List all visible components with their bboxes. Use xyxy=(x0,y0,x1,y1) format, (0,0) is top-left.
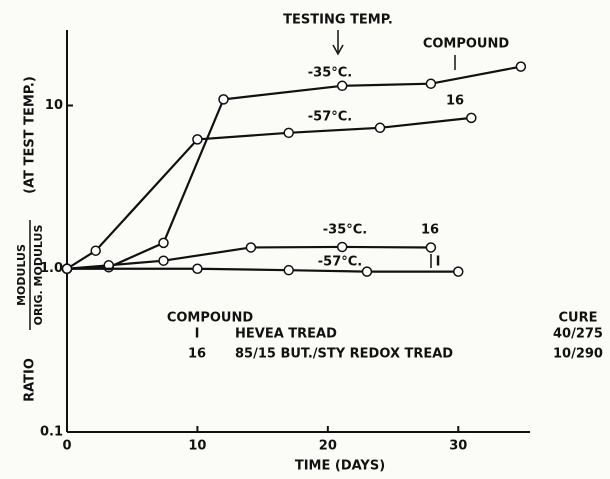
point xyxy=(192,263,203,274)
annotation: 16 xyxy=(446,94,464,109)
x-tick-label: 30 xyxy=(449,439,467,454)
x-tick-label: 20 xyxy=(319,439,337,454)
y-tick-label: 1.0 xyxy=(40,261,63,276)
table-cell: 85/15 BUT./STY REDOX TREAD xyxy=(235,347,453,362)
annotation: -35°C. xyxy=(308,66,352,81)
line xyxy=(66,245,431,270)
y-label-prefix: RATIO xyxy=(23,358,38,402)
table-cell: 40/275 xyxy=(553,327,603,342)
y-axis-label: RATIO MODULUS ORIG. MODULUS (AT TEST TEM… xyxy=(15,76,45,402)
point xyxy=(336,80,348,92)
point xyxy=(158,255,169,266)
table-cell: HEVEA TREAD xyxy=(235,327,337,342)
point xyxy=(515,61,527,72)
point xyxy=(218,94,229,105)
line xyxy=(67,267,459,273)
point xyxy=(425,78,437,89)
point xyxy=(374,122,386,134)
point xyxy=(336,241,348,253)
point xyxy=(61,263,73,274)
annotation: -35°C. xyxy=(323,223,367,238)
y-label-denominator: ORIG. MODULUS xyxy=(32,225,45,326)
table-cell: 16 xyxy=(188,347,206,362)
y-tick-label: 0.1 xyxy=(40,425,63,440)
x-tick-label: 0 xyxy=(62,439,71,454)
annotation: -57°C. xyxy=(308,110,352,125)
table-header: CURE xyxy=(559,311,598,326)
arrow-head xyxy=(332,44,344,56)
y-label-suffix: (AT TEST TEMP.) xyxy=(23,76,38,194)
point xyxy=(158,237,169,249)
annotation: COMPOUND xyxy=(423,37,510,52)
table-header: COMPOUND xyxy=(167,311,254,326)
x-tick-label: 10 xyxy=(188,439,206,454)
point xyxy=(466,112,477,124)
point xyxy=(425,242,437,253)
y-tick-label: 10 xyxy=(45,98,63,113)
point xyxy=(453,266,464,277)
line xyxy=(66,116,472,270)
y-label-numerator: MODULUS xyxy=(15,244,28,306)
point xyxy=(283,127,294,139)
annotation: -57°C. xyxy=(318,255,362,270)
point xyxy=(361,266,373,277)
table-cell: I xyxy=(195,327,200,342)
point xyxy=(90,245,101,256)
point xyxy=(192,134,203,145)
point xyxy=(245,242,257,253)
annotation: 16 xyxy=(421,223,439,238)
annotation: I xyxy=(436,255,441,270)
x-axis-label: TIME (DAYS) xyxy=(295,459,385,474)
point xyxy=(283,264,294,276)
table-cell: 10/290 xyxy=(553,347,603,362)
annotation: TESTING TEMP. xyxy=(283,13,393,28)
